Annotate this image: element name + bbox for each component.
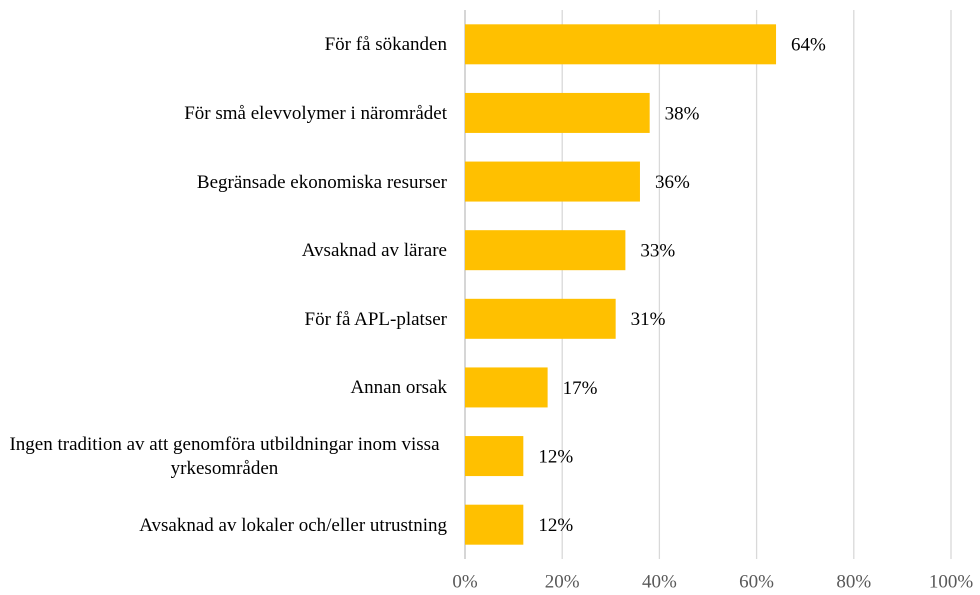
y-tick-label: Annan orsak [350, 377, 447, 399]
y-tick-label: Avsaknad av lokaler och/eller utrustning [139, 514, 447, 536]
data-label: 33% [640, 241, 675, 262]
y-tick-label: För få sökanden [324, 34, 447, 56]
y-tick-label: För få APL-platser [304, 308, 447, 330]
y-tick-label: För små elevvolymer i närområdet [184, 102, 447, 124]
y-tick-label-box: Begränsade ekonomiska resurser [0, 171, 447, 195]
bar [465, 230, 626, 271]
x-tick-label: 20% [545, 571, 580, 592]
y-tick-label-box: För små elevvolymer i närområdet [0, 102, 447, 126]
y-tick-label-box: Annan orsak [0, 376, 447, 400]
y-tick-label-box: Avsaknad av lokaler och/eller utrustning [0, 514, 447, 538]
x-tick-label: 60% [739, 571, 774, 592]
x-tick-label: 100% [929, 571, 974, 592]
y-tick-label: Avsaknad av lärare [301, 240, 447, 262]
data-label: 36% [655, 172, 690, 193]
bar [465, 24, 777, 65]
y-tick-label: Begränsade ekonomiska resurser [196, 171, 447, 193]
data-label: 38% [665, 103, 700, 124]
data-label: 12% [538, 446, 573, 467]
bar [465, 298, 616, 339]
y-tick-label-box: För få APL-platser [0, 308, 447, 332]
data-label: 17% [563, 378, 598, 399]
bar [465, 92, 650, 133]
x-tick-label: 80% [836, 571, 871, 592]
bar [465, 161, 640, 202]
data-label: 64% [791, 35, 826, 56]
data-label: 31% [631, 309, 666, 330]
y-tick-label-box: Ingen tradition av att genomföra utbildn… [0, 433, 447, 481]
bar [465, 436, 524, 477]
x-tick-label: 0% [452, 571, 478, 592]
data-label: 12% [538, 515, 573, 536]
x-tick-label: 40% [642, 571, 677, 592]
y-tick-label: Ingen tradition av att genomföra utbildn… [9, 434, 440, 480]
y-tick-label-box: För få sökanden [0, 33, 447, 57]
bar [465, 367, 548, 408]
bar [465, 504, 524, 545]
y-tick-label-box: Avsaknad av lärare [0, 239, 447, 263]
